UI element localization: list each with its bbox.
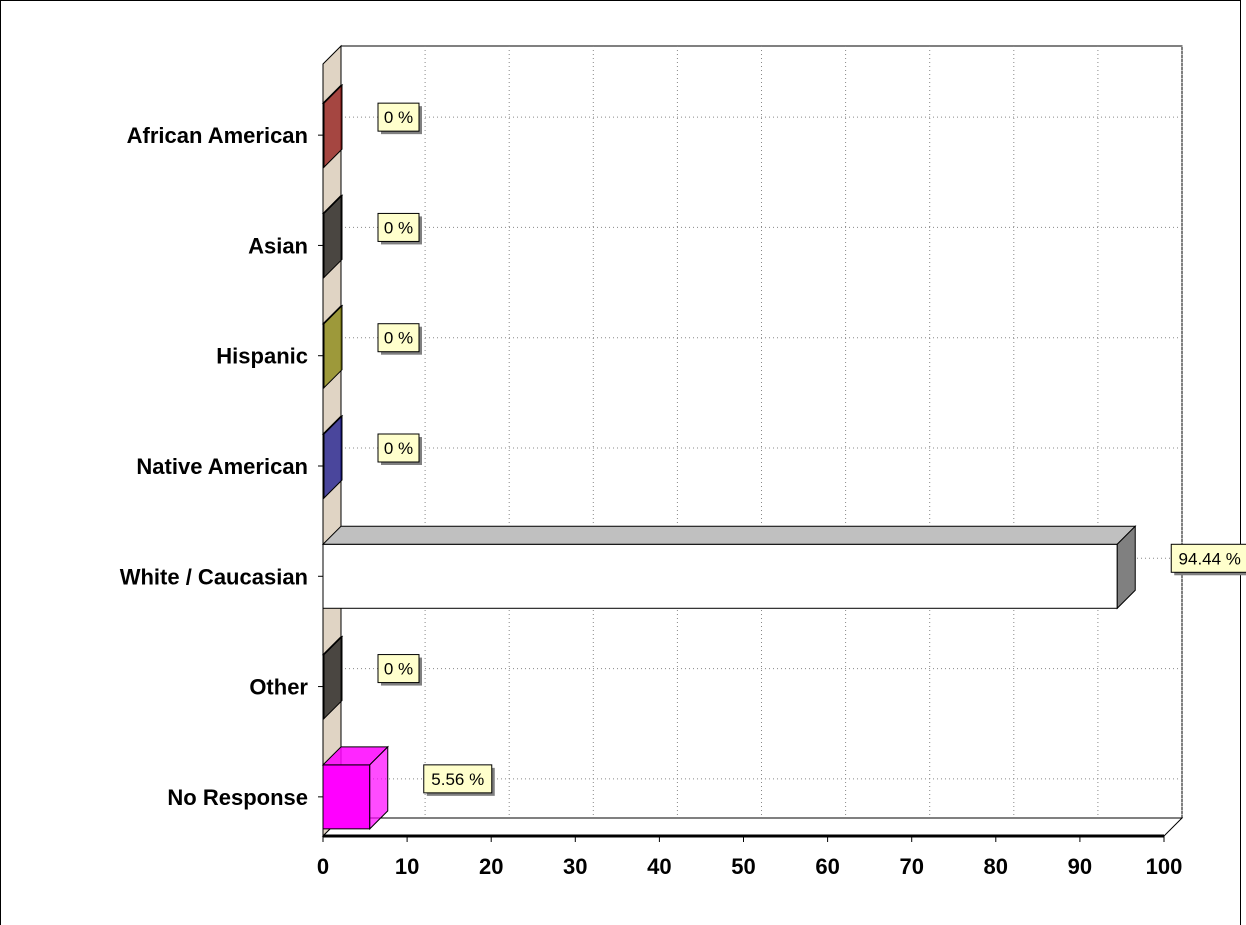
data-label-box [377, 654, 420, 684]
floor [321, 817, 1184, 837]
data-label-box [1170, 543, 1246, 573]
bar-side [323, 414, 343, 500]
x-tick-label: 0 [317, 854, 329, 879]
data-label-box [377, 212, 420, 242]
bar-side [323, 194, 343, 279]
data-label: 0 % [384, 329, 413, 348]
category-label: Native American [136, 454, 308, 479]
category-label: Hispanic [216, 344, 308, 369]
x-tick-label: 80 [984, 854, 1008, 879]
x-tick-label: 90 [1068, 854, 1092, 879]
data-label: 5.56 % [431, 770, 484, 789]
category-label: No Response [167, 785, 308, 810]
bar-side [369, 745, 389, 831]
x-tick-label: 60 [815, 854, 839, 879]
x-tick-label: 10 [395, 854, 419, 879]
data-label-box [377, 102, 420, 132]
data-label: 0 % [384, 218, 413, 237]
bar [322, 764, 371, 830]
data-label-box [423, 764, 493, 794]
bar-side [323, 83, 343, 169]
bar-top [321, 525, 1137, 545]
data-label: 0 % [384, 660, 413, 679]
x-tick-label: 30 [563, 854, 587, 879]
bar [322, 543, 1118, 609]
x-tick-label: 50 [731, 854, 755, 879]
data-label: 94.44 % [1179, 549, 1241, 568]
bar-side [323, 304, 343, 389]
bar-side [1116, 525, 1136, 610]
data-label-box [377, 323, 420, 353]
data-label: 0 % [384, 108, 413, 127]
category-label: African American [127, 123, 308, 148]
x-tick-label: 20 [479, 854, 503, 879]
data-label: 0 % [384, 439, 413, 458]
data-label-box [377, 433, 420, 463]
x-tick-label: 40 [647, 854, 671, 879]
x-tick-label: 70 [899, 854, 923, 879]
category-label: Other [249, 675, 308, 700]
category-label: Asian [248, 233, 308, 258]
x-tick-label: 100 [1146, 854, 1183, 879]
category-label: White / Caucasian [120, 564, 308, 589]
bar-side [323, 635, 343, 720]
